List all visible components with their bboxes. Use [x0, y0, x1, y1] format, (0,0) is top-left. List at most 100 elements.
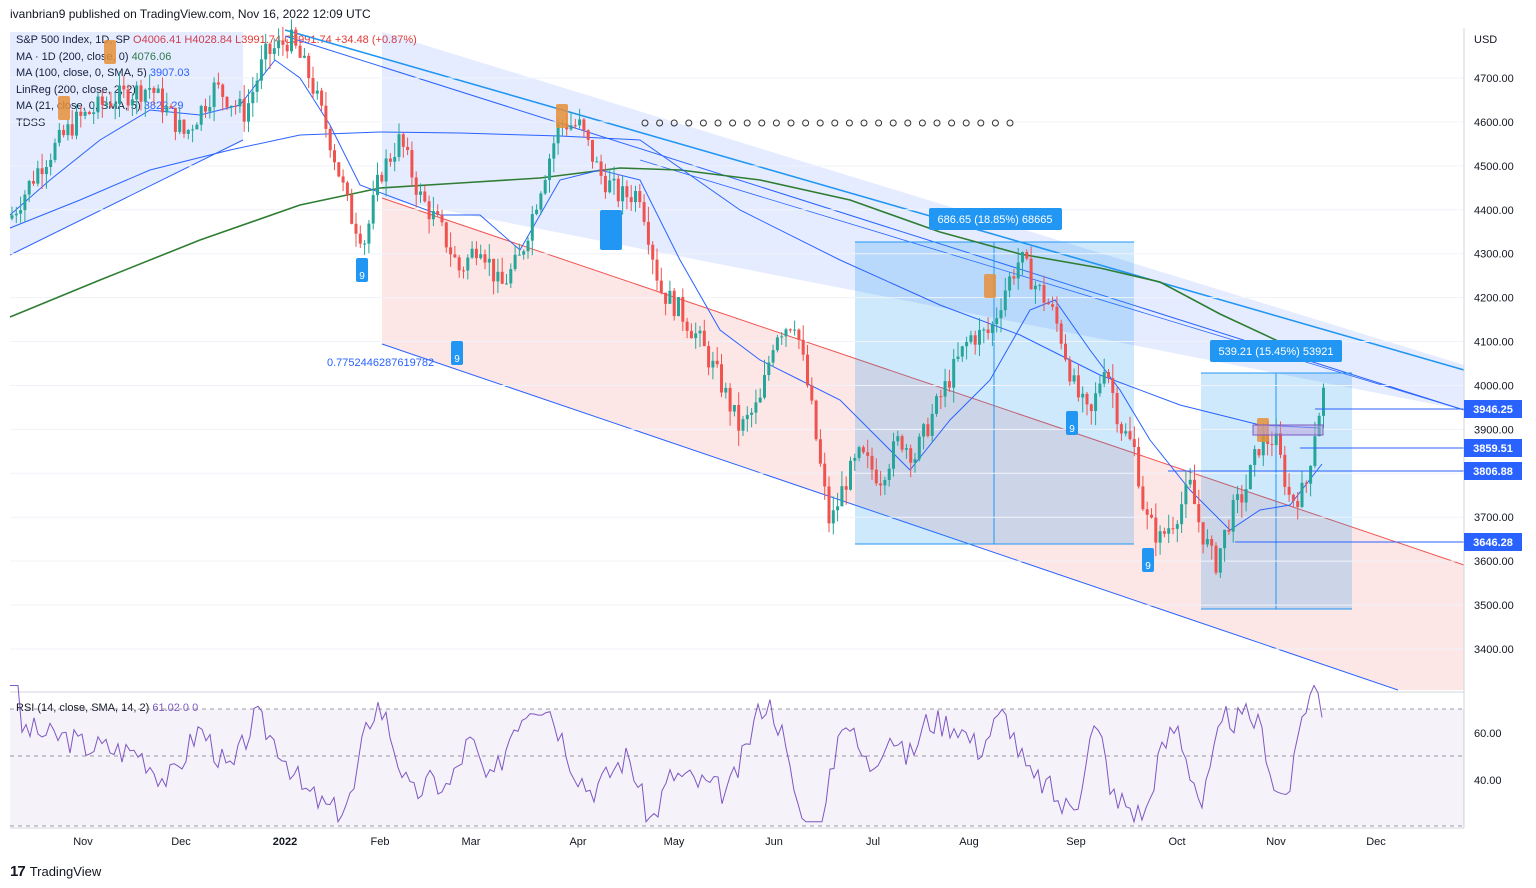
candle-body — [1012, 276, 1016, 279]
candle-body — [1227, 529, 1231, 532]
price-tick-label: 3600.00 — [1474, 556, 1514, 568]
candle-body — [1317, 415, 1321, 437]
price-label-bg — [1464, 439, 1522, 457]
candle-body — [436, 211, 440, 216]
candle-body — [1236, 494, 1239, 501]
candle-body — [892, 441, 895, 469]
candle-body — [943, 381, 947, 397]
legend-linreg-row[interactable]: LinReg (200, close, 2, 2) — [16, 82, 417, 99]
time-tick-label: Oct — [1168, 836, 1185, 848]
candle-body — [36, 168, 40, 184]
price-tick-label: 4500.00 — [1474, 161, 1514, 173]
candle-body — [1313, 436, 1317, 466]
candle-body — [694, 333, 698, 339]
candle-body — [853, 457, 857, 461]
price-tick-label: 4400.00 — [1474, 205, 1514, 217]
legend-ma100-row[interactable]: MA (100, close, 0, SMA, 5) 3907.03 — [16, 65, 417, 82]
candle-body — [818, 439, 822, 464]
candle-body — [1274, 432, 1278, 445]
candle-body — [603, 175, 607, 193]
candle-body — [879, 483, 883, 486]
rsi-legend[interactable]: RSI (14, close, SMA, 14, 2) 61.02 0 0 — [16, 702, 198, 714]
early-channel-line — [9, 139, 244, 256]
tradingview-logo[interactable]: 17 TradingView — [10, 863, 101, 880]
candle-body — [345, 182, 349, 195]
price-tick-label: 4000.00 — [1474, 380, 1514, 392]
candle-body — [681, 297, 685, 322]
candle-body — [1240, 494, 1244, 503]
candle-body — [1107, 372, 1110, 379]
time-tick-label: Dec — [171, 836, 191, 848]
legend-tdss-row[interactable]: TDSS — [16, 115, 417, 132]
candle-body — [969, 335, 973, 342]
candle-body — [935, 396, 938, 414]
candle-body — [990, 324, 994, 334]
candle-body — [616, 178, 620, 202]
ma100-line — [9, 131, 1321, 429]
candle-body — [1244, 489, 1248, 503]
price-tick-label: 4300.00 — [1474, 249, 1514, 261]
candle-body — [801, 339, 805, 355]
td-buy-marker — [356, 258, 368, 282]
candle-body — [836, 506, 840, 511]
candle-body — [440, 215, 444, 223]
ma100-label: MA (100, close, 0, SMA, 5) — [16, 67, 147, 79]
candle-body — [732, 404, 736, 412]
td-buy-marker — [1066, 411, 1078, 435]
range-box-2 — [1201, 373, 1352, 609]
candle-body — [926, 424, 930, 436]
candle-body — [771, 350, 775, 363]
candle-body — [702, 330, 706, 347]
candle-body — [466, 257, 470, 271]
candle-body — [397, 134, 401, 158]
candle-body — [1193, 479, 1196, 505]
candle-body — [483, 254, 487, 263]
candle-body — [1257, 449, 1261, 456]
tdss-dot — [860, 119, 868, 127]
candle-body — [1021, 252, 1024, 263]
candle-body — [1322, 387, 1325, 416]
candle-body — [1188, 479, 1192, 485]
candle-body — [573, 125, 577, 127]
candle-body — [861, 447, 865, 453]
candle-body — [646, 221, 650, 245]
candle-body — [677, 297, 680, 317]
candle-body — [724, 387, 728, 393]
candle-body — [621, 186, 625, 202]
candle-body — [1261, 435, 1265, 456]
rsi-value: 61.02 0 0 — [152, 702, 199, 714]
candle-body — [685, 321, 689, 331]
range-label-2: 539.21 (15.45%) 53921 — [1219, 346, 1334, 358]
time-tick-label: Nov — [73, 836, 93, 848]
candle-body — [522, 251, 526, 255]
candle-body — [333, 150, 336, 163]
candle-body — [1111, 378, 1115, 394]
candle-body — [410, 150, 414, 178]
tdss-dot — [948, 119, 956, 127]
time-tick-label: Aug — [959, 836, 979, 848]
fib-value-label: 0.7752446287619782 — [327, 357, 434, 369]
td-sell-marker — [984, 274, 996, 298]
candle-body — [655, 259, 659, 281]
range-label-1: 686.65 (18.85%) 68665 — [938, 214, 1053, 226]
candle-body — [449, 247, 453, 255]
time-tick-label: Feb — [371, 836, 390, 848]
candle-body — [1029, 258, 1033, 290]
candle-body — [401, 134, 405, 147]
legend-ma200-row[interactable]: MA · 1D (200, close, 0) 4076.06 — [16, 49, 417, 66]
legend-symbol-row[interactable]: S&P 500 Index, 1D, SP O4006.41 H4028.84 … — [16, 32, 417, 49]
legend-ma21-row[interactable]: MA (21, close, 0, SMA, 5) 3822.29 — [16, 98, 417, 115]
candle-body — [358, 233, 362, 244]
candle-body — [384, 158, 388, 182]
candle-body — [814, 400, 818, 440]
candle-body — [1128, 431, 1132, 440]
candle-body — [1214, 545, 1218, 573]
price-tick-label: 3500.00 — [1474, 600, 1514, 612]
candle-body — [1291, 494, 1295, 501]
candle-body — [965, 341, 969, 347]
time-tick-label: Jul — [866, 836, 880, 848]
candle-body — [1210, 538, 1214, 546]
candle-body — [1279, 432, 1282, 455]
candle-body — [1248, 465, 1252, 490]
